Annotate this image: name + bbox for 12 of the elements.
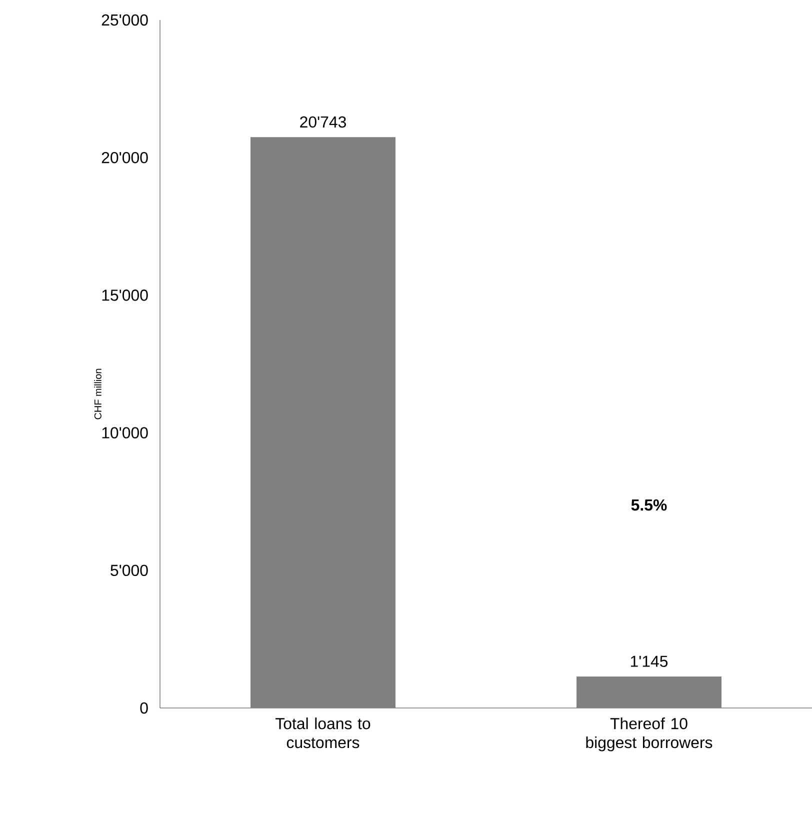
y-tick-label: 25'000	[102, 14, 148, 26]
y-tick-label: 15'000	[102, 290, 148, 301]
y-tick-label: 0	[140, 702, 148, 714]
x-tick-label: Thereof 10 biggest borrowers	[586, 718, 712, 752]
data-label: 20'743	[300, 116, 346, 128]
y-tick-label: 10'000	[102, 427, 148, 438]
y-tick-label: 5'000	[110, 564, 148, 576]
x-tick-label: Total loans to customers	[276, 718, 370, 748]
data-label: 1'145	[630, 656, 668, 667]
y-tick-label: 20'000	[102, 152, 148, 164]
y-axis-title: CHF million	[94, 368, 102, 420]
annotation: 5.5%	[631, 499, 667, 511]
